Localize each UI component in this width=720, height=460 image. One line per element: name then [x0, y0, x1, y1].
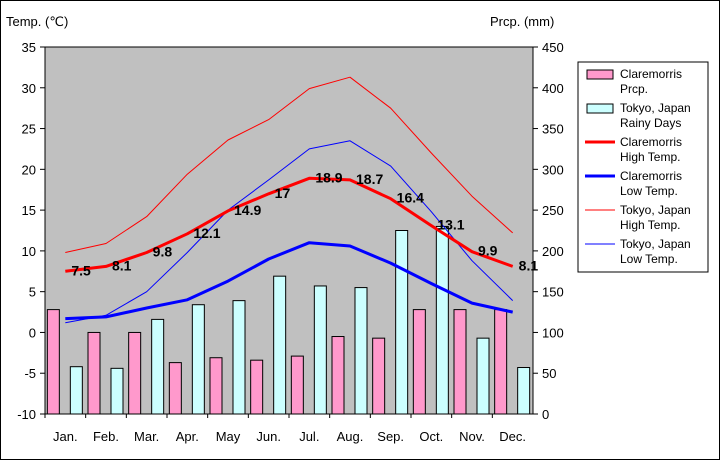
bar-tokyo-rainy-days	[69, 366, 83, 415]
data-label: 14.9	[234, 202, 261, 218]
bar-claremorris-prcp	[250, 359, 264, 415]
claremorris-low-temp-line	[65, 241, 514, 321]
legend-box	[577, 61, 709, 273]
bar-claremorris-prcp	[209, 357, 223, 415]
legend-swatch-bar	[586, 69, 614, 80]
right-axis-ticks: 450 400 350 300 250 200 150 100 50 0	[533, 40, 564, 422]
bar-tokyo-rainy-days	[110, 367, 124, 415]
right-tick-label: 150	[542, 285, 564, 300]
data-label: 12.1	[193, 225, 220, 241]
line-series-group	[65, 76, 514, 324]
x-tick-label: Aug.	[337, 429, 364, 444]
bar-claremorris-prcp	[331, 336, 345, 415]
legend-swatch-bar	[586, 103, 614, 114]
legend-label: Tokyo, Japan	[620, 101, 691, 115]
legend-label: High Temp.	[620, 218, 680, 232]
bar-tokyo-rainy-days	[191, 304, 205, 415]
legend-label: Claremorris	[620, 169, 682, 183]
legend-label: Claremorris	[620, 67, 682, 81]
data-label: 17	[275, 185, 291, 201]
legend-label: Prcp.	[620, 82, 648, 96]
data-label: 8.1	[519, 257, 539, 273]
bar-series-group	[46, 225, 531, 415]
tokyo-low-temp-line	[65, 140, 514, 324]
left-axis-title: Temp. (℃)	[6, 14, 68, 29]
legend-label: Claremorris	[620, 135, 682, 149]
x-tick-label: Feb.	[93, 429, 119, 444]
x-tick-label: Oct.	[419, 429, 443, 444]
data-label: 16.4	[397, 190, 424, 206]
x-tick-label: Dec.	[499, 429, 526, 444]
legend-label: Low Temp.	[620, 252, 678, 266]
claremorris-high-temp-line	[65, 176, 514, 273]
bar-tokyo-rainy-days	[354, 287, 368, 415]
bar-claremorris-prcp	[290, 355, 304, 415]
bar-tokyo-rainy-days	[273, 275, 287, 415]
data-label: 18.9	[315, 169, 342, 185]
right-axis-title: Prcp. (mm)	[490, 14, 554, 29]
left-tick-label: 20	[22, 162, 36, 177]
data-label: 7.5	[71, 262, 91, 278]
legend-label: Tokyo, Japan	[620, 237, 691, 251]
bar-tokyo-rainy-days	[517, 367, 531, 415]
bar-tokyo-rainy-days	[313, 285, 327, 415]
right-tick-label: 400	[542, 81, 564, 96]
left-tick-label: -5	[24, 366, 36, 381]
left-tick-label: 0	[29, 325, 36, 340]
x-tick-label: Jan.	[53, 429, 78, 444]
right-tick-label: 350	[542, 122, 564, 137]
data-labels-group: 7.5 8.1 9.8 12.1 14.9 17 18.9 18.7 16.4 13.1 9.9 8.…	[71, 169, 538, 278]
legend-label: High Temp.	[620, 150, 680, 164]
x-tick-label: Sep.	[377, 429, 404, 444]
data-label: 9.9	[478, 243, 498, 259]
legend-label: Tokyo, Japan	[620, 203, 691, 217]
x-tick-label: Nov.	[459, 429, 485, 444]
bar-tokyo-rainy-days	[151, 318, 165, 415]
right-tick-label: 450	[542, 40, 564, 55]
bar-claremorris-prcp	[412, 309, 426, 415]
x-tick-label: Apr.	[176, 429, 199, 444]
left-tick-label: 25	[22, 122, 36, 137]
bar-tokyo-rainy-days	[435, 225, 449, 415]
left-tick-label: 30	[22, 81, 36, 96]
right-tick-label: 100	[542, 325, 564, 340]
x-tick-label: Jun.	[256, 429, 281, 444]
left-axis-ticks: 35 30 25 20 15 10 5 0 -5 -10	[17, 40, 45, 422]
bar-claremorris-prcp	[168, 362, 182, 415]
x-tick-label: Mar.	[134, 429, 159, 444]
left-tick-label: -10	[17, 407, 36, 422]
x-axis-ticks: Jan. Feb. Mar. Apr. May Jun. Jul. Aug. Sep. Oct. N…	[44, 414, 526, 444]
right-tick-label: 300	[542, 162, 564, 177]
left-tick-label: 35	[22, 40, 36, 55]
right-tick-label: 50	[542, 366, 556, 381]
bar-claremorris-prcp	[46, 309, 60, 415]
data-label: 8.1	[112, 257, 132, 273]
bar-claremorris-prcp	[494, 309, 508, 415]
bar-tokyo-rainy-days	[395, 230, 409, 415]
bar-tokyo-rainy-days	[232, 300, 246, 415]
tokyo-high-temp-line	[65, 76, 514, 253]
data-label: 18.7	[356, 171, 383, 187]
bar-claremorris-prcp	[372, 337, 386, 415]
bar-claremorris-prcp	[128, 331, 142, 415]
right-tick-label: 0	[542, 407, 549, 422]
bar-tokyo-rainy-days	[476, 337, 490, 415]
data-label: 9.8	[153, 244, 173, 260]
left-tick-label: 10	[22, 244, 36, 259]
bar-claremorris-prcp	[87, 331, 101, 415]
left-tick-label: 5	[29, 285, 36, 300]
right-tick-label: 250	[542, 203, 564, 218]
x-tick-label: Jul.	[299, 429, 319, 444]
legend-label: Rainy Days	[620, 116, 681, 130]
data-label: 13.1	[437, 217, 464, 233]
legend-label: Low Temp.	[620, 184, 678, 198]
x-tick-label: May	[216, 429, 241, 444]
bar-claremorris-prcp	[453, 309, 467, 415]
left-tick-label: 15	[22, 203, 36, 218]
right-tick-label: 200	[542, 244, 564, 259]
